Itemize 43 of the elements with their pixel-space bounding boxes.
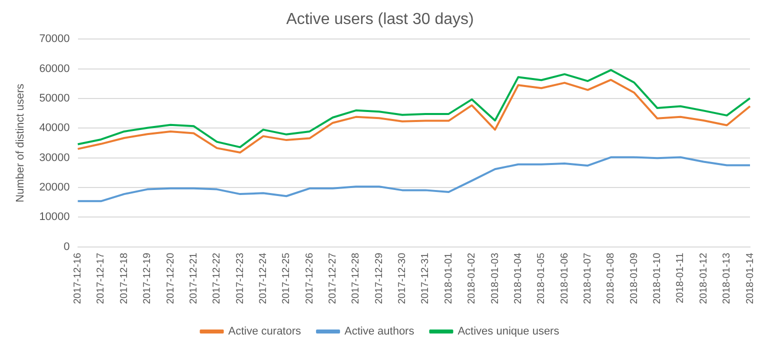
- x-tick-label: 2017-12-18: [118, 252, 130, 304]
- legend-label: Actives unique users: [458, 326, 560, 338]
- y-axis-title: Number of distinct users: [14, 83, 27, 202]
- x-tick-label: 2018-01-11: [675, 252, 686, 304]
- y-tick-label: 30000: [39, 152, 70, 164]
- x-tick-label: 2017-12-19: [142, 252, 154, 304]
- x-tick-label: 2017-12-24: [258, 252, 269, 304]
- x-tick-label: 2017-12-26: [304, 252, 316, 304]
- y-tick-label: 10000: [39, 211, 70, 224]
- y-tick-label: 40000: [39, 122, 70, 134]
- x-tick-label: 2018-01-14: [744, 252, 756, 304]
- x-tick-label: 2018-01-03: [490, 252, 501, 304]
- y-tick-label: 20000: [39, 182, 70, 194]
- x-tick-label: 2018-01-06: [559, 252, 570, 304]
- y-tick-label: 0: [64, 240, 70, 253]
- legend-label: Active curators: [228, 326, 302, 338]
- x-tick-label: 2018-01-09: [628, 252, 640, 304]
- x-tick-label: 2018-01-12: [698, 252, 710, 304]
- x-tick-label: 2018-01-07: [582, 252, 594, 304]
- x-tick-label: 2018-01-02: [466, 252, 478, 304]
- x-tick-label: 2018-01-08: [606, 252, 617, 304]
- x-tick-label: 2017-12-21: [188, 252, 200, 304]
- x-tick-label: 2018-01-13: [722, 252, 733, 304]
- x-tick-label: 2017-12-25: [281, 252, 292, 304]
- legend-label: Active authors: [344, 326, 415, 338]
- x-tick-label: 2018-01-01: [443, 252, 454, 304]
- x-tick-label: 2018-01-05: [536, 252, 548, 304]
- chart-title: Active users (last 30 days): [286, 11, 474, 28]
- x-tick-label: 2017-12-31: [420, 252, 432, 304]
- x-tick-label: 2017-12-23: [234, 252, 246, 304]
- x-tick-label: 2017-12-20: [165, 252, 176, 304]
- x-tick-label: 2017-12-29: [374, 252, 385, 304]
- y-tick-label: 50000: [39, 92, 70, 105]
- x-tick-label: 2017-12-22: [212, 252, 223, 304]
- y-tick-label: 60000: [39, 62, 70, 75]
- x-tick-label: 2018-01-04: [512, 252, 524, 304]
- x-tick-label: 2018-01-10: [652, 252, 664, 304]
- x-tick-label: 2017-12-16: [72, 252, 84, 304]
- x-tick-label: 2017-12-30: [397, 252, 408, 304]
- x-tick-label: 2017-12-28: [350, 252, 362, 304]
- x-tick-label: 2017-12-27: [328, 252, 339, 304]
- x-tick-label: 2017-12-17: [96, 252, 107, 304]
- y-tick-label: 70000: [39, 33, 70, 46]
